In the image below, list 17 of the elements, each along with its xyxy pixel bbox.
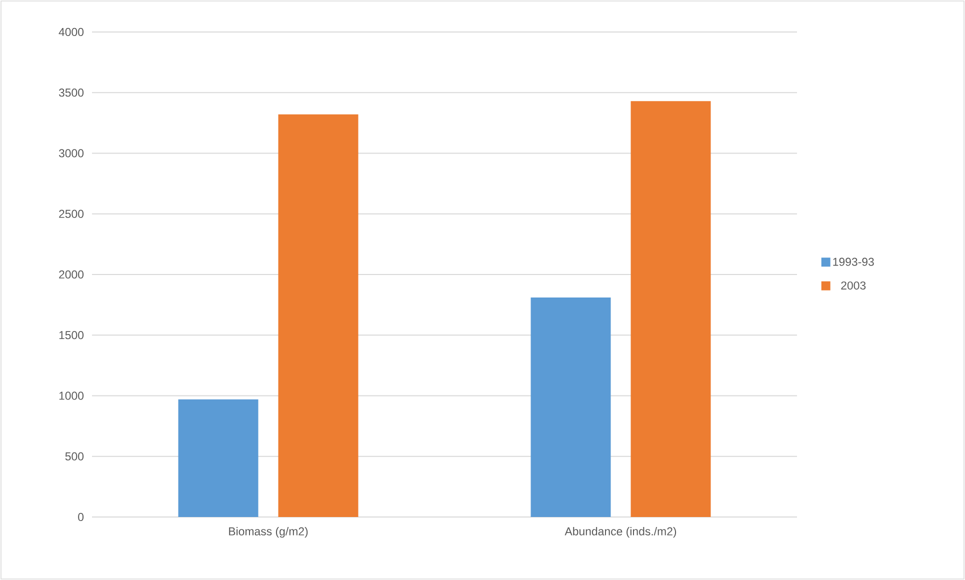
bar: [530, 298, 611, 517]
x-tick-label: Biomass (g/m2): [229, 527, 308, 538]
y-tick-label: 3000: [58, 149, 84, 158]
bar: [278, 114, 358, 517]
y-tick-label: 500: [65, 452, 84, 460]
y-tick-label: 2000: [59, 270, 84, 279]
y-tick-label: 3500: [58, 88, 84, 97]
y-tick-label: 1000: [59, 392, 84, 400]
y-tick-label: 2500: [59, 210, 84, 218]
x-tick-label: Abundance (inds./m2): [564, 527, 676, 538]
y-tick-label: 0: [78, 512, 84, 522]
legend-label: 2003: [841, 281, 866, 290]
legend-label: 1993-93: [833, 258, 874, 266]
bar: [630, 101, 711, 517]
y-tick-label: 1500: [59, 331, 84, 340]
y-tick-label: 4000: [58, 28, 84, 36]
bar: [178, 399, 258, 517]
